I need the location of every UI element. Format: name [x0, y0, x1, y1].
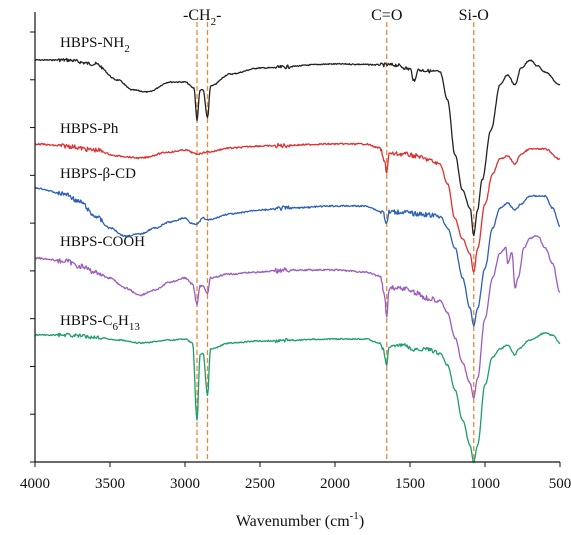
annotation-label-sio: Si-O: [459, 7, 489, 24]
annotation-lines: [196, 22, 475, 462]
x-tick-label: 4000: [20, 476, 50, 492]
series-label-c6h13: HBPS-C6H13: [60, 313, 140, 333]
x-ticks: 4000 3500 3000 2500 2000 1500 1000 500: [20, 462, 571, 492]
x-tick-label: 3500: [95, 476, 125, 492]
x-axis-title: Wavenumber (cm-1): [236, 510, 364, 530]
x-tick-label: 2000: [320, 476, 350, 492]
x-tick-label: 500: [549, 476, 571, 492]
axes: 4000 3500 3000 2500 2000 1500 1000 500: [20, 12, 571, 492]
annotation-label-ch2: -CH2-: [183, 7, 221, 28]
series-line-cooh: [34, 234, 561, 399]
series-line-ph: [34, 142, 561, 273]
y-ticks: [30, 31, 35, 463]
series-labels: HBPS-NH2 HBPS-Ph HBPS-β-CD HBPS-COOH HBPS-C6…: [60, 35, 145, 333]
series-label-bcd: HBPS-β-CD: [60, 166, 136, 182]
series-line-c6h13: [34, 332, 561, 464]
series-label-ph: HBPS-Ph: [60, 121, 119, 137]
series-line-nh2: [34, 57, 561, 237]
x-tick-label: 3000: [170, 476, 200, 492]
x-tick-label: 1000: [470, 476, 500, 492]
series-line-bcd: [34, 186, 561, 327]
annotation-labels: -CH2- C=O Si-O: [183, 7, 489, 28]
series-label-nh2: HBPS-NH2: [60, 35, 130, 55]
series-label-cooh: HBPS-COOH: [60, 234, 145, 250]
x-tick-label: 2500: [245, 476, 275, 492]
spectra: [34, 57, 561, 464]
annotation-label-co: C=O: [371, 7, 402, 24]
x-tick-label: 1500: [395, 476, 425, 492]
